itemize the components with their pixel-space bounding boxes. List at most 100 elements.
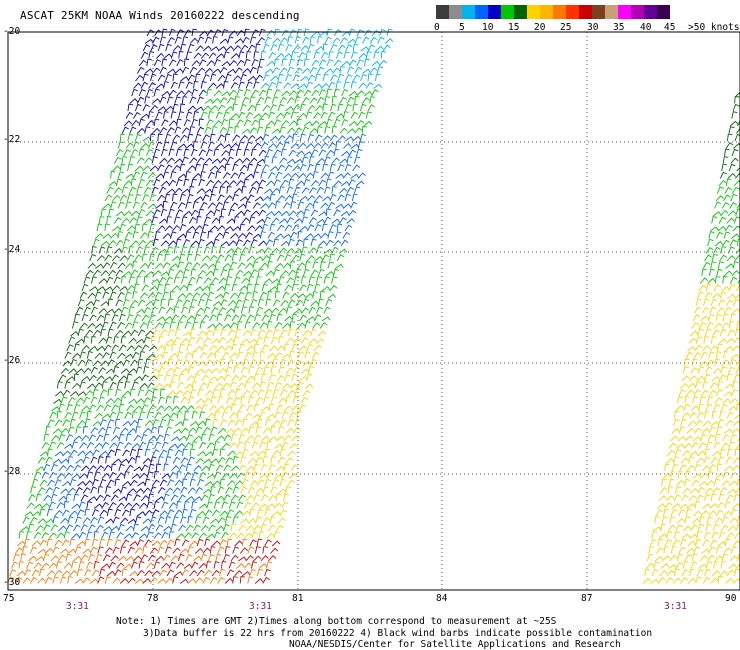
wind-barb [249,539,257,547]
wind-barb [230,202,239,209]
wind-barb [660,523,666,532]
wind-barb [214,293,224,299]
wind-barb [707,396,714,404]
wind-barb [721,322,730,329]
wind-barb [309,66,318,74]
wind-barb [56,410,62,419]
wind-barb [145,240,154,247]
wind-barb [296,28,303,37]
wind-barb [164,193,171,202]
wind-barb [86,471,93,479]
wind-barb [299,225,309,232]
wind-barb [85,269,94,277]
wind-barb [74,578,84,584]
wind-barb [62,450,71,457]
wind-barb [140,232,148,239]
wind-barb [203,397,212,404]
wind-barb [187,165,196,172]
wind-barb [50,463,58,472]
wind-barb [240,73,247,82]
wind-barb [218,246,225,254]
wind-barb [166,276,174,284]
wind-barb [182,331,192,337]
wind-barb [365,82,374,89]
wind-barb [88,404,97,412]
wind-barb [169,381,176,389]
wind-barb [718,531,726,539]
wind-barb [736,203,740,209]
wind-barb [145,179,154,187]
wind-barb [250,359,258,367]
wind-barb [307,74,316,82]
wind-barb [135,74,144,82]
wind-barb [64,443,73,449]
wind-barb [208,405,217,412]
wind-barb [73,464,82,472]
wind-barb [254,313,261,322]
wind-barb [63,562,72,569]
wind-barb [229,261,237,269]
wind-barb [147,321,153,329]
wind-barb [699,360,708,367]
wind-barb [72,321,79,329]
wind-barb [703,456,711,464]
wind-barb [111,374,119,382]
wind-barb [704,568,711,577]
wind-barb [241,128,251,134]
wind-barb [228,180,237,187]
wind-barb [309,128,318,134]
wind-barb [310,149,319,157]
wind-barb [347,38,356,44]
wind-barb [33,503,43,509]
wind-barb [698,284,707,292]
wind-barb [181,127,190,134]
wind-barb [162,171,170,179]
wind-barb [208,493,215,502]
legend-label: 40 [640,22,652,33]
wind-barb [281,383,291,389]
wind-barb [147,261,155,269]
wind-barb [710,493,717,502]
wind-barb [139,441,147,449]
wind-barb [296,150,305,157]
wind-barb [292,74,300,82]
wind-barb [97,427,106,434]
wind-barb [155,111,163,119]
wind-barb [247,134,256,142]
wind-barb [114,418,121,427]
wind-barb [730,120,739,127]
wind-barb [281,501,289,509]
wind-barb [324,68,334,74]
wind-barb [162,232,172,239]
wind-barb [106,570,116,577]
wind-barb [193,435,202,442]
wind-barb [232,516,239,524]
wind-barb [219,448,225,457]
wind-barb [132,291,138,299]
wind-barb [69,570,78,577]
wind-barb [178,81,185,89]
wind-barb [26,531,32,539]
wind-barb [198,208,205,217]
wind-barb [701,465,711,472]
wind-barb [223,523,230,532]
wind-barb [137,388,145,397]
wind-barb [369,36,378,44]
wind-barb [22,545,28,554]
wind-barb [190,209,199,217]
wind-barb [74,546,82,554]
legend-label: >50 knots [688,22,740,33]
wind-barb [298,404,307,412]
wind-barb [189,126,195,134]
wind-barb [376,66,384,74]
wind-barb [319,322,328,329]
wind-barb [337,164,345,172]
wind-barb [120,486,127,494]
pass-time-label: 3:31 [664,601,687,612]
wind-barb [259,381,266,389]
wind-barb [299,284,307,292]
wind-barb [230,494,239,502]
wind-barb [310,328,317,337]
wind-barb [90,335,97,344]
wind-barb [275,524,284,532]
